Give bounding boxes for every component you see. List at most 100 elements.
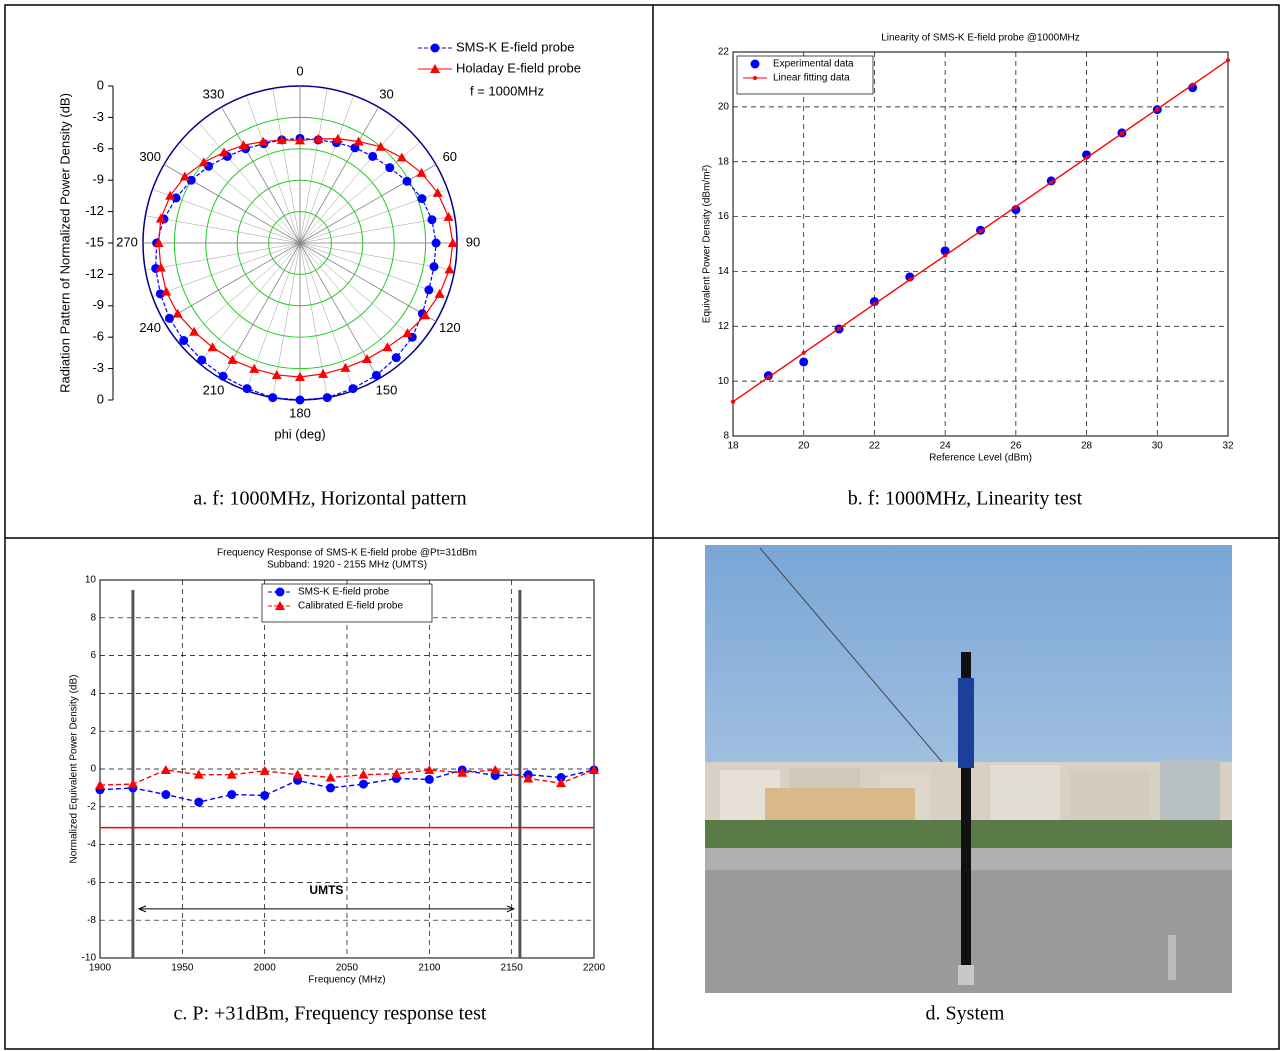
marker [260, 766, 270, 775]
marker [416, 168, 426, 177]
r-tick-label: -9 [92, 172, 104, 187]
marker [397, 153, 407, 162]
theta-tick-label: 330 [203, 86, 225, 101]
marker [382, 342, 392, 351]
y-axis-label: Normalized Equivalent Power Density (dB) [69, 675, 80, 864]
marker [296, 396, 305, 405]
legend-label: SMS-K E-field probe [456, 39, 575, 54]
x-tick-label: 1900 [89, 963, 112, 974]
x-tick-label: 24 [940, 441, 952, 452]
marker [173, 309, 183, 318]
legend-label: Experimental data [773, 59, 854, 70]
y-tick-label: 4 [90, 688, 96, 699]
chart-subtitle: Subband: 1920 - 2155 MHz (UMTS) [267, 560, 427, 571]
marker [128, 779, 138, 788]
y-tick-label: -2 [87, 801, 96, 812]
marker [766, 375, 770, 379]
marker [359, 780, 368, 789]
photo [705, 545, 1232, 993]
y-tick-label: -8 [87, 915, 96, 926]
marker [165, 314, 174, 323]
marker [358, 770, 368, 779]
marker [753, 76, 757, 80]
y-tick-label: 10 [85, 575, 97, 586]
y-tick-label: 0 [90, 764, 96, 775]
x-axis-label: phi (deg) [274, 426, 325, 441]
arrow [139, 906, 514, 912]
marker [435, 289, 445, 298]
marker [227, 790, 236, 799]
r-tick-label: -12 [85, 266, 104, 281]
marker [429, 262, 438, 271]
y-tick-label: -10 [82, 953, 97, 964]
spoke [199, 243, 300, 363]
y-axis-label: Equivalent Power Density (dBm/m²) [702, 165, 713, 323]
x-axis-label: Frequency (MHz) [308, 975, 385, 986]
x-tick-label: 22 [869, 441, 881, 452]
legend-label: SMS-K E-field probe [298, 587, 390, 598]
marker [431, 44, 440, 53]
x-tick-label: 32 [1222, 441, 1234, 452]
marker [227, 355, 237, 364]
caption: a. f: 1000MHz, Horizontal pattern [193, 488, 466, 510]
marker [1120, 131, 1124, 135]
x-tick-label: 1950 [171, 963, 194, 974]
y-tick-label: -4 [87, 839, 96, 850]
r-tick-label: -6 [92, 329, 104, 344]
x-tick-label: 30 [1152, 441, 1164, 452]
spoke [300, 243, 420, 344]
marker [385, 163, 394, 172]
y-tick-label: 18 [718, 156, 730, 167]
spoke [180, 243, 300, 344]
y-tick-label: -6 [87, 877, 96, 888]
marker [219, 147, 229, 156]
page: {"chart_data": [ {"type": "polar", "capt… [0, 0, 1283, 1051]
r-tick-label: -12 [85, 203, 104, 218]
marker [368, 152, 377, 161]
r-tick-label: -3 [92, 109, 104, 124]
marker [219, 372, 228, 381]
x-axis-label: Reference Level (dBm) [929, 453, 1032, 464]
marker [802, 351, 806, 355]
theta-tick-label: 90 [466, 234, 480, 249]
marker [799, 357, 808, 366]
y-tick-label: 12 [718, 321, 730, 332]
r-tick-label: -6 [92, 140, 104, 155]
theta-tick-label: 150 [376, 383, 398, 398]
marker [731, 400, 735, 404]
r-tick-label: 0 [97, 391, 104, 406]
legend-label: Holaday E-field probe [456, 60, 581, 75]
annotation: f = 1000MHz [470, 83, 544, 98]
marker [751, 60, 760, 69]
marker [161, 765, 171, 774]
marker [348, 384, 357, 393]
marker [179, 336, 188, 345]
marker [249, 364, 259, 373]
x-tick-label: 2150 [501, 963, 524, 974]
legend-label: Calibrated E-field probe [298, 601, 403, 612]
marker [180, 172, 190, 181]
chart-title: Frequency Response of SMS-K E-field prob… [217, 548, 477, 559]
theta-tick-label: 300 [139, 149, 161, 164]
theta-tick-label: 240 [139, 320, 161, 335]
marker [323, 393, 332, 402]
x-tick-label: 2200 [583, 963, 606, 974]
marker [943, 254, 947, 258]
marker [392, 353, 401, 362]
marker [1049, 180, 1053, 184]
marker [326, 783, 335, 792]
spoke [300, 243, 401, 363]
marker [1226, 58, 1230, 62]
marker [432, 239, 441, 248]
theta-tick-label: 30 [379, 86, 393, 101]
x-tick-label: 2050 [336, 963, 359, 974]
x-tick-label: 20 [798, 441, 810, 452]
r-tick-label: -9 [92, 297, 104, 312]
marker [1085, 156, 1089, 160]
marker [194, 798, 203, 807]
marker [427, 215, 436, 224]
theta-tick-label: 210 [203, 383, 225, 398]
marker [276, 588, 285, 597]
r-tick-label: -15 [85, 234, 104, 249]
figure: d. System 00-3-3-6-6-9-9-12-12-150306090… [0, 0, 1283, 1051]
